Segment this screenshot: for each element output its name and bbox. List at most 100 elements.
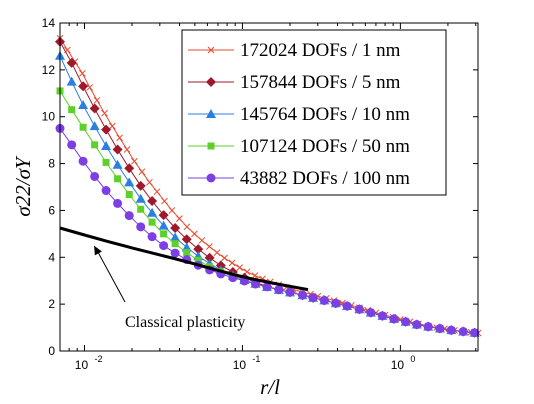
- data-point: [470, 328, 480, 338]
- data-point: [147, 196, 158, 207]
- data-point: [170, 223, 181, 233]
- data-point: [435, 324, 445, 334]
- data-point: [458, 327, 468, 337]
- data-point: [183, 223, 191, 231]
- data-point: [90, 171, 100, 181]
- data-point: [108, 122, 116, 130]
- data-point: [354, 304, 364, 314]
- legend-marker: [206, 77, 216, 87]
- data-point: [285, 287, 295, 297]
- data-point: [124, 177, 135, 187]
- data-point: [89, 103, 100, 114]
- y-tick-label: 4: [48, 250, 55, 264]
- y-tick-label: 6: [48, 203, 55, 217]
- x-tick-label: 10: [75, 358, 89, 372]
- data-point: [78, 81, 89, 92]
- data-point: [319, 295, 329, 305]
- data-point: [66, 57, 77, 68]
- data-point: [168, 207, 176, 214]
- legend-marker: [207, 46, 215, 54]
- data-point: [193, 244, 204, 255]
- data-point: [112, 144, 123, 155]
- data-point: [148, 218, 156, 226]
- data-point: [158, 220, 169, 230]
- data-point: [262, 282, 272, 292]
- data-point: [78, 156, 88, 166]
- data-point: [221, 254, 228, 262]
- data-point: [198, 237, 206, 244]
- legend-label: 157844 DOFs / 5 nm: [240, 72, 401, 93]
- data-point: [114, 175, 122, 183]
- data-point: [389, 314, 399, 324]
- data-point: [66, 76, 77, 86]
- series-layer: [55, 34, 482, 338]
- data-point: [78, 100, 89, 109]
- x-tick-label: 10: [233, 358, 247, 372]
- legend: 172024 DOFs / 1 nm 157844 DOFs / 5 nm 1457…: [181, 29, 447, 196]
- data-point: [342, 301, 352, 311]
- data-point: [153, 188, 161, 196]
- data-point: [147, 207, 158, 217]
- classical-plasticity-annotation: Classical plasticity: [94, 245, 245, 331]
- data-point: [135, 193, 146, 203]
- x-tick-exponent: -1: [252, 354, 260, 364]
- data-point: [125, 190, 133, 198]
- data-point: [101, 141, 112, 150]
- data-point: [206, 243, 213, 250]
- data-point: [297, 290, 307, 300]
- series-line: [59, 226, 309, 292]
- data-point: [91, 141, 99, 149]
- legend-marker: [206, 109, 216, 118]
- data-point: [113, 198, 123, 208]
- data-point: [138, 168, 146, 176]
- data-point: [228, 259, 236, 267]
- x-tick-label: 10: [391, 358, 405, 372]
- data-point: [176, 215, 183, 222]
- data-point: [93, 96, 101, 104]
- data-point: [423, 322, 433, 332]
- data-point: [124, 163, 135, 174]
- data-point: [194, 256, 202, 264]
- y-tick-label: 10: [42, 110, 56, 124]
- x-axis-label: r/l: [260, 375, 280, 399]
- legend-marker: [206, 173, 216, 183]
- series-5: [59, 226, 309, 292]
- data-point: [366, 308, 376, 318]
- data-point: [446, 325, 456, 335]
- data-point: [236, 264, 243, 271]
- annotation-arrow-shaft: [95, 248, 126, 303]
- axes-layer: 0 2 4 6 8 10 12 14 10 -2 10 -1 10 0: [42, 16, 478, 372]
- data-point: [137, 205, 145, 213]
- data-point: [171, 240, 179, 248]
- y-tick-label: 14: [42, 16, 56, 30]
- y-tick-label: 2: [48, 297, 55, 311]
- data-point: [191, 230, 198, 238]
- y-tick-label: 12: [42, 63, 56, 77]
- data-point: [331, 298, 341, 308]
- data-point: [79, 70, 86, 77]
- data-point: [123, 146, 131, 153]
- data-point: [204, 252, 215, 263]
- data-point: [146, 178, 153, 186]
- legend-box: [181, 29, 447, 196]
- data-point: [213, 249, 221, 256]
- data-point: [68, 106, 76, 114]
- data-point: [116, 134, 124, 142]
- data-point: [274, 285, 284, 295]
- data-point: [67, 140, 77, 150]
- data-point: [251, 279, 261, 289]
- data-point: [102, 158, 110, 166]
- data-point: [86, 84, 94, 91]
- x-tick-exponent: 0: [410, 354, 415, 364]
- data-point: [377, 311, 387, 321]
- legend-marker: [207, 142, 215, 150]
- data-point: [170, 232, 181, 242]
- data-point: [160, 230, 168, 238]
- data-point: [183, 249, 191, 257]
- legend-label: 145764 DOFs / 10 nm: [240, 104, 410, 125]
- data-point: [89, 121, 100, 131]
- data-point: [79, 123, 87, 131]
- data-point: [131, 157, 138, 165]
- data-point: [412, 320, 422, 330]
- data-point: [159, 241, 169, 251]
